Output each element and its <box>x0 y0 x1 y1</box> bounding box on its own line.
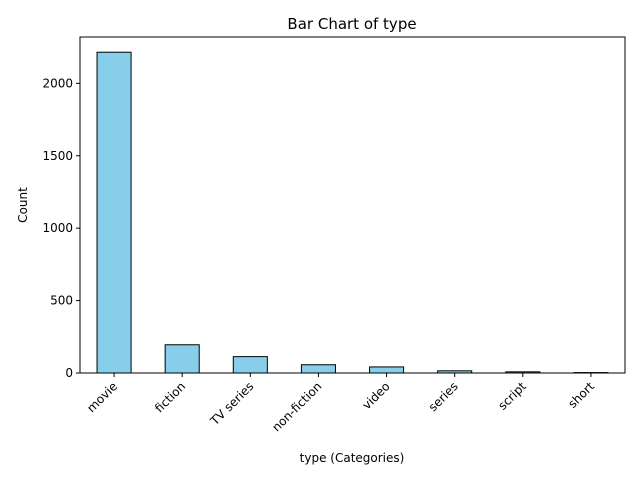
x-axis: movie fiction TV series non-fiction video ser… <box>84 373 597 434</box>
bar-non-fiction <box>300 364 336 374</box>
y-tick-label: 2000 <box>42 76 73 90</box>
x-tick-label: script <box>495 379 529 413</box>
x-tick-label: short <box>565 379 597 411</box>
chart-title: Bar Chart of type <box>287 15 416 33</box>
x-tick-label: TV series <box>207 379 256 428</box>
y-tick-label: 500 <box>50 294 73 308</box>
plot-frame <box>79 36 626 374</box>
bar-tv-series <box>232 356 268 374</box>
x-tick-label: video <box>360 379 393 412</box>
y-tick-label: 0 <box>65 366 73 380</box>
x-tick-label: movie <box>84 379 120 415</box>
x-tick-label: series <box>426 379 461 414</box>
x-axis-label: type (Categories) <box>300 451 405 465</box>
bar-video <box>369 366 405 374</box>
bar-fiction <box>164 344 200 374</box>
y-axis: 0 500 1000 1500 2000 <box>42 76 80 380</box>
y-tick-label: 1500 <box>42 149 73 163</box>
bars <box>96 51 609 374</box>
x-tick-label: non-fiction <box>269 379 324 434</box>
y-tick-label: 1000 <box>42 221 73 235</box>
y-axis-label: Count <box>16 187 30 223</box>
bar-movie <box>96 51 132 374</box>
x-tick-label: fiction <box>152 379 188 415</box>
